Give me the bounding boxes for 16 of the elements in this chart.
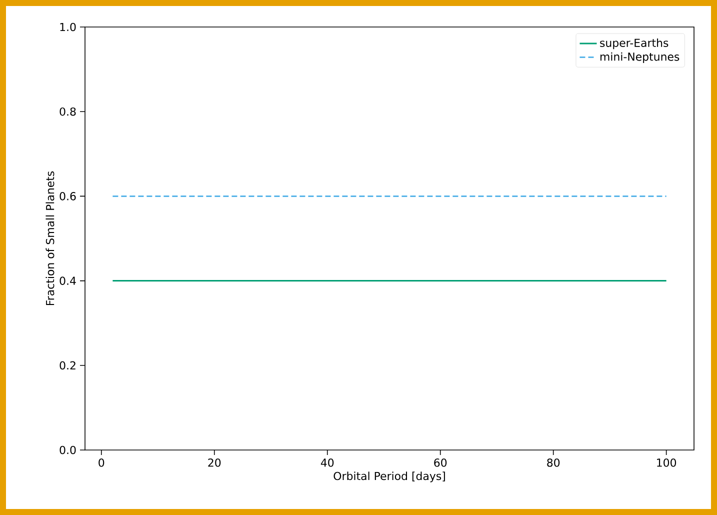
x-tick-label: 100 <box>657 458 676 467</box>
y-tick-label: 0.6 <box>60 192 76 200</box>
y-tick-label: 0.0 <box>60 446 76 454</box>
legend-label: super-Earths <box>600 38 668 50</box>
legend-label: mini-Neptunes <box>600 52 680 63</box>
x-tick-label: 80 <box>547 458 560 467</box>
y-tick-label: 0.4 <box>60 276 76 285</box>
x-tick-label: 0 <box>98 458 104 467</box>
x-tick-label: 40 <box>320 458 334 467</box>
x-axis-title: Orbital Period [days] <box>334 472 445 482</box>
x-tick-label: 60 <box>434 458 447 467</box>
y-tick-label: 0.8 <box>60 107 76 116</box>
y-tick-label: 0.2 <box>60 361 76 370</box>
y-axis-title: Fraction of Small Planets <box>46 171 54 306</box>
x-tick-label: 20 <box>208 458 221 467</box>
y-tick-label: 1.0 <box>60 22 76 32</box>
